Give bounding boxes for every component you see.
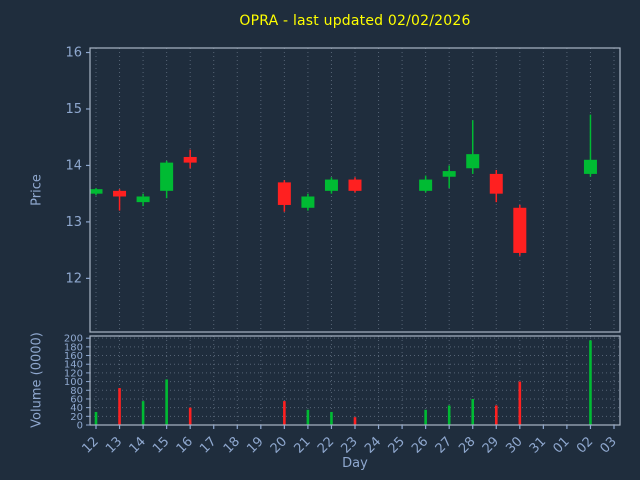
volume-bar-day-14 xyxy=(141,401,145,425)
chart-title: OPRA - last updated 02/02/2026 xyxy=(239,13,471,29)
candle-day-22 xyxy=(324,177,338,194)
candle-body xyxy=(442,171,456,177)
candle-day-16 xyxy=(183,149,197,169)
price-tick-label: 14 xyxy=(65,158,82,173)
candle-body xyxy=(136,196,150,203)
day-tick-label: 31 xyxy=(527,434,549,456)
volume-tick-label: 60 xyxy=(70,394,83,405)
day-tick-label: 25 xyxy=(386,434,408,456)
candle-body xyxy=(113,190,127,197)
candle-body xyxy=(583,159,597,174)
candle-day-27 xyxy=(442,165,456,189)
candle-body xyxy=(489,173,503,194)
volume-tick-label: 0 xyxy=(77,421,83,432)
volume-tick-label: 20 xyxy=(70,412,83,423)
candle-day-13 xyxy=(113,189,127,211)
day-tick-label: 26 xyxy=(409,434,431,456)
volume-tick-label: 160 xyxy=(64,351,83,362)
grid-lines xyxy=(90,48,620,425)
candle-body xyxy=(419,179,433,191)
day-tick-label: 02 xyxy=(574,434,596,456)
day-tick-label: 19 xyxy=(244,434,266,456)
candle-body xyxy=(513,207,527,253)
price-tick-label: 12 xyxy=(65,271,82,286)
price-tick-label: 15 xyxy=(65,102,82,117)
candle-body xyxy=(160,162,174,191)
candle-day-02 xyxy=(583,114,597,177)
volume-tick-label: 180 xyxy=(64,342,83,353)
volume-bar-day-02 xyxy=(589,340,592,425)
volume-bar-day-15 xyxy=(165,379,168,425)
day-tick-label: 28 xyxy=(456,434,478,456)
day-tick-label: 18 xyxy=(221,434,243,456)
volume-bar-day-12 xyxy=(94,411,98,425)
volume-bar-day-26 xyxy=(424,409,427,425)
candle-day-26 xyxy=(419,175,433,193)
volume-bar-day-22 xyxy=(330,411,333,425)
day-tick-label: 23 xyxy=(339,434,361,456)
candle-day-23 xyxy=(348,177,362,193)
candle-day-15 xyxy=(160,160,174,199)
day-tick-label: 15 xyxy=(150,434,172,456)
day-tick-label: 01 xyxy=(550,434,572,456)
volume-bar-day-16 xyxy=(188,407,192,425)
candle-day-29 xyxy=(489,169,503,203)
day-tick-label: 20 xyxy=(268,434,290,456)
day-tick-label: 14 xyxy=(127,434,149,456)
volume-axis-label: Volume (0000) xyxy=(29,332,45,428)
day-tick-label: 30 xyxy=(503,434,525,456)
volume-tick-label: 100 xyxy=(64,377,83,388)
day-tick-label: 03 xyxy=(598,434,620,456)
price-axis-label: Price xyxy=(29,174,45,206)
volume-bar-day-27 xyxy=(447,405,451,425)
volume-tick-label: 140 xyxy=(64,360,83,371)
volume-bar-day-21 xyxy=(306,409,310,425)
candle-day-30 xyxy=(513,204,527,256)
day-tick-label: 29 xyxy=(480,434,502,456)
candles xyxy=(89,114,597,256)
day-tick-label: 12 xyxy=(80,434,102,456)
volume-bar-day-23 xyxy=(353,417,357,425)
volume-tick-label: 200 xyxy=(64,334,83,345)
day-tick-label: 21 xyxy=(291,434,313,456)
volume-bar-day-20 xyxy=(283,401,286,425)
candle-day-21 xyxy=(301,193,315,211)
day-tick-label: 24 xyxy=(362,434,384,456)
day-tick-label: 27 xyxy=(433,434,455,456)
candle-body xyxy=(466,154,480,169)
day-tick-label: 13 xyxy=(103,434,125,456)
candle-day-14 xyxy=(136,193,150,207)
volume-bar-day-28 xyxy=(471,398,475,425)
day-axis-label: Day xyxy=(342,456,368,471)
volume-tick-label: 80 xyxy=(70,386,83,397)
day-tick-label: 22 xyxy=(315,434,337,456)
candle-body xyxy=(348,179,362,191)
candle-body xyxy=(183,156,197,163)
candle-body xyxy=(324,179,338,191)
candle-body xyxy=(89,189,103,194)
volume-tick-label: 120 xyxy=(64,368,83,379)
volume-bar-day-13 xyxy=(118,388,121,425)
price-tick-label: 13 xyxy=(65,215,82,230)
candle-day-20 xyxy=(277,180,291,212)
candle-day-12 xyxy=(89,188,103,196)
day-tick-label: 16 xyxy=(174,434,196,456)
price-tick-label: 16 xyxy=(65,46,82,61)
day-tick-label: 17 xyxy=(197,434,219,456)
volume-bar-day-29 xyxy=(494,405,498,425)
candle-body xyxy=(301,196,315,208)
volume-tick-label: 40 xyxy=(70,403,83,414)
price-panel-frame xyxy=(89,47,621,333)
candle-body xyxy=(277,182,291,205)
candle-day-28 xyxy=(466,120,480,174)
volume-bars xyxy=(94,340,592,425)
volume-bar-day-30 xyxy=(518,381,522,425)
